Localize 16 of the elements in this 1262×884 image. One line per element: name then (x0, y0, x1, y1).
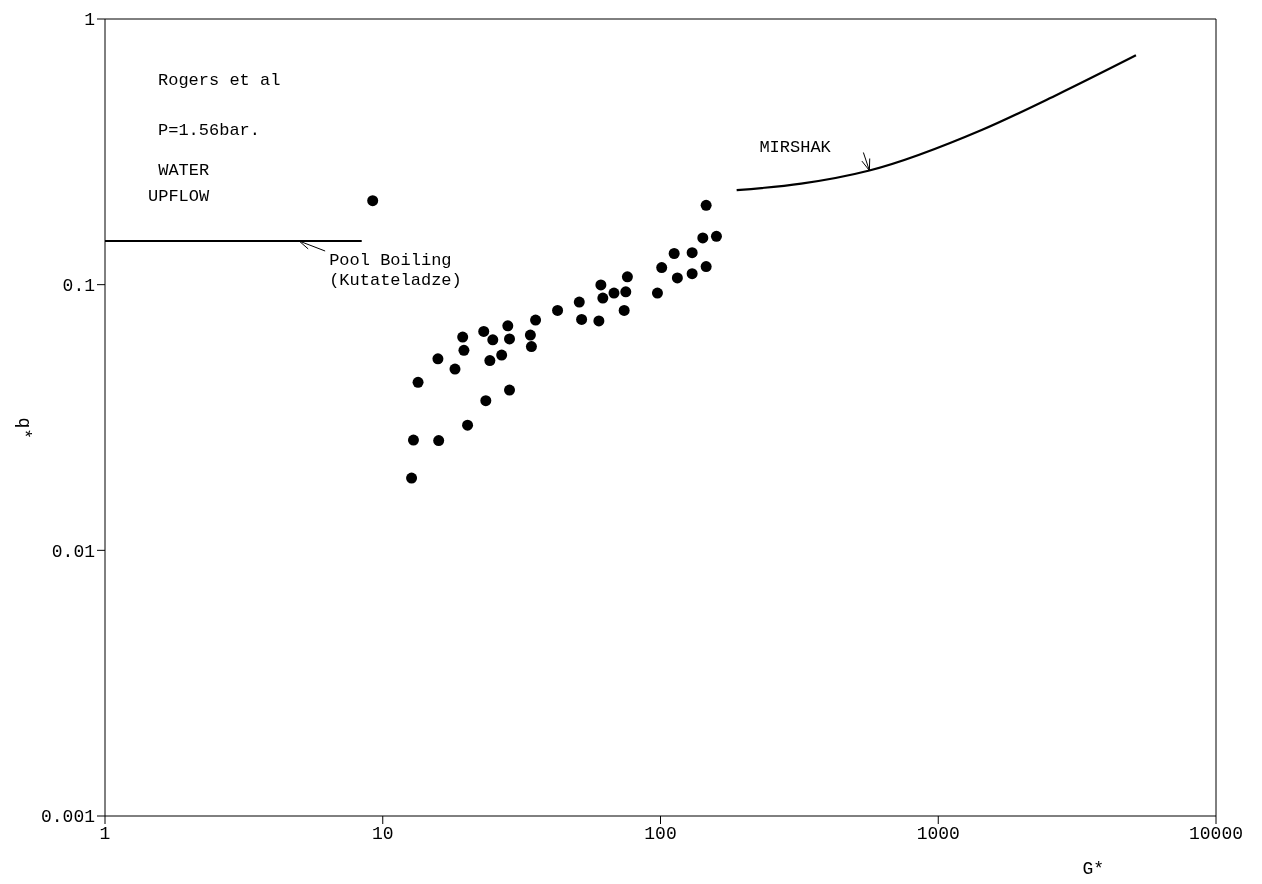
x-tick-label: 10 (371, 823, 394, 844)
annotation: P=1.56bar. (158, 120, 261, 142)
annotation: Pool Boiling (Kutateladze) (329, 251, 462, 290)
annotation: Rogers et al (158, 70, 281, 92)
annotation: WATER UPFLOW (148, 160, 210, 208)
x-tick-label: 1 (99, 823, 111, 844)
annotation: MIRSHAK (759, 138, 832, 158)
y-tick-label: 0.1 (62, 276, 95, 297)
x-tick-label: 100 (644, 823, 677, 844)
x-tick-label: 1000 (916, 823, 960, 844)
y-tick-label: 0.01 (51, 541, 95, 562)
x-axis-title: G* (1082, 859, 1104, 879)
x-tick-label: 10000 (1188, 823, 1244, 844)
y-tick-label: 1 (84, 10, 95, 31)
y-axis-title: q* (13, 417, 34, 440)
y-tick-label: 0.001 (40, 807, 95, 828)
